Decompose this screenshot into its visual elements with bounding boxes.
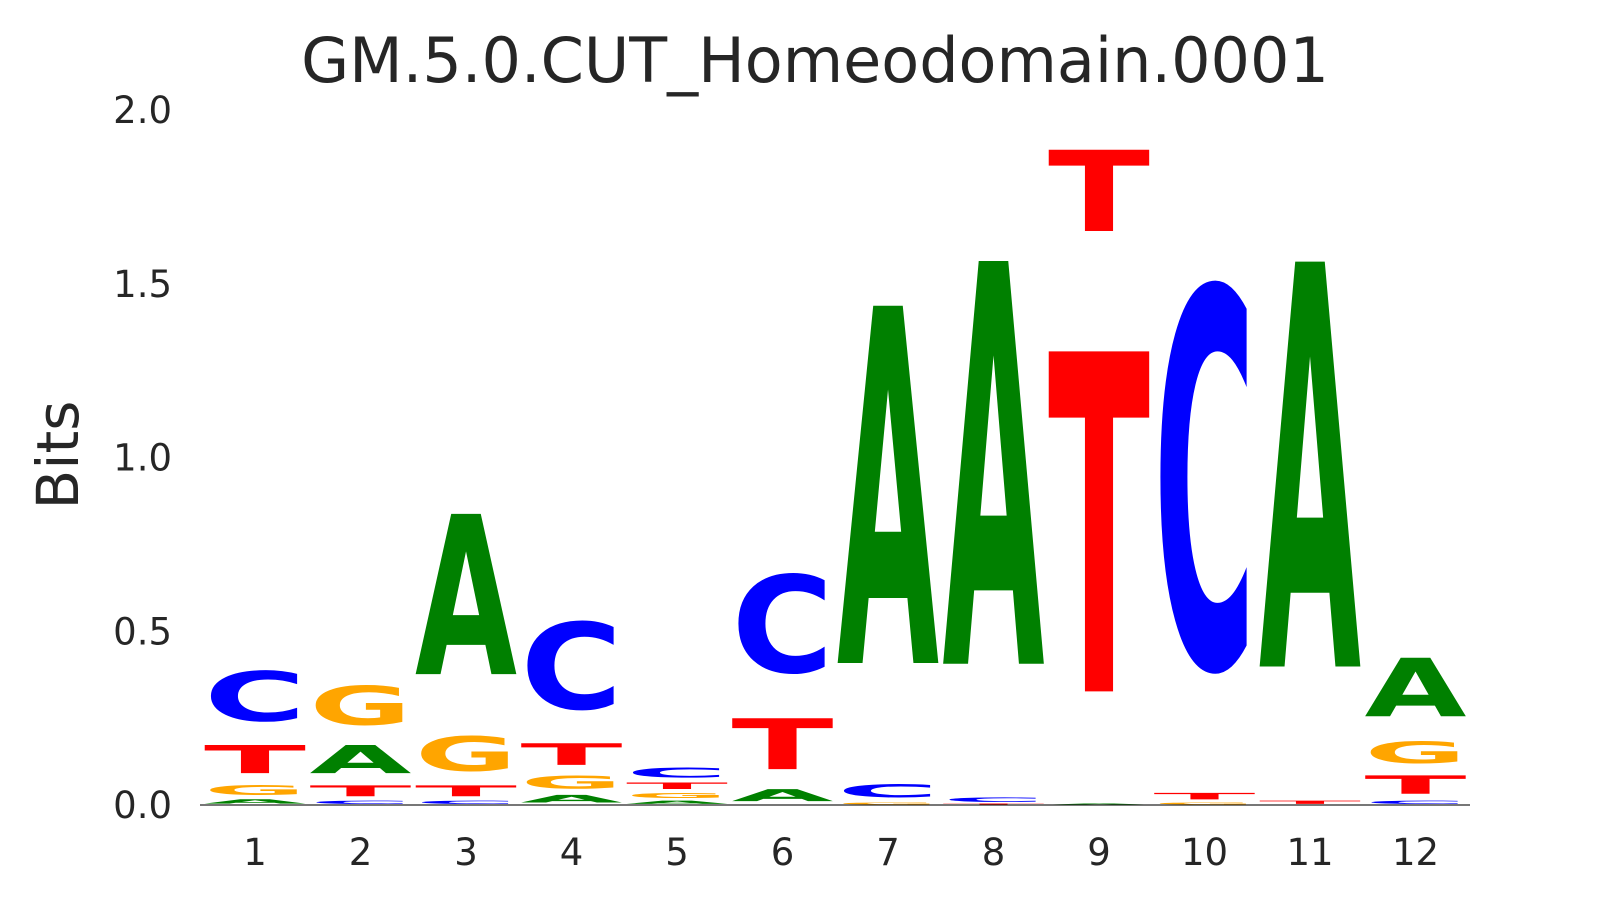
logo-column: ATT xyxy=(1048,129,1151,805)
logo-letter: A xyxy=(1048,803,1150,805)
logo-letter: A xyxy=(732,786,834,805)
logo-letter: A xyxy=(1259,152,1362,799)
logo-letter: G xyxy=(1154,802,1256,805)
y-tick-label: 1.5 xyxy=(113,263,172,306)
x-tick-label: 7 xyxy=(876,831,900,874)
logo-letter: G xyxy=(521,772,623,793)
logo-letter: C xyxy=(837,781,939,802)
logo-letter: A xyxy=(521,793,623,805)
x-tick-label: 2 xyxy=(349,831,373,874)
x-tick-label: 3 xyxy=(454,831,478,874)
logo-column: ATC xyxy=(732,549,834,805)
logo-letter: T xyxy=(204,737,306,782)
x-tick-label: 11 xyxy=(1286,831,1333,874)
logo-letter: C xyxy=(204,657,306,737)
logo-column: GCA xyxy=(837,208,940,805)
logo-letter: T xyxy=(732,705,834,786)
logo-letter: T xyxy=(943,803,1045,805)
logo-letter: T xyxy=(626,781,728,791)
logo-letter: T xyxy=(1259,800,1361,805)
logo-letter: T xyxy=(1365,770,1467,799)
logo-letter: T xyxy=(521,738,623,772)
logo-letter: T xyxy=(415,783,517,800)
y-axis-ticks: 0.0 0.5 1.0 1.5 2.0 xyxy=(113,89,172,827)
x-axis-ticks: 1 2 3 4 5 6 7 8 9 10 11 12 xyxy=(243,831,1439,874)
y-axis-label: Bits xyxy=(24,401,92,510)
x-tick-label: 1 xyxy=(243,831,267,874)
logo-letter: C xyxy=(1154,184,1256,789)
logo-letter: C xyxy=(521,599,623,737)
y-tick-label: 0.5 xyxy=(113,610,172,653)
logo-letter: G xyxy=(626,791,728,800)
logo-letter: T xyxy=(310,783,412,800)
x-tick-label: 5 xyxy=(665,831,689,874)
logo-letter: C xyxy=(943,796,1045,803)
y-tick-label: 2.0 xyxy=(113,89,172,132)
logo-letter: G xyxy=(837,802,939,805)
logo-letter: G xyxy=(310,675,412,738)
logo-letter: C xyxy=(310,800,412,805)
logo-letter: A xyxy=(837,208,940,779)
logo-letter: G xyxy=(415,728,517,783)
logo-letter: A xyxy=(310,737,412,782)
x-tick-label: 12 xyxy=(1392,831,1439,874)
y-tick-label: 0.0 xyxy=(113,784,172,827)
logo-letter: A xyxy=(1365,642,1467,735)
logo-letter: T xyxy=(1048,259,1151,802)
x-tick-label: 6 xyxy=(771,831,795,874)
x-tick-label: 9 xyxy=(1087,831,1111,874)
x-tick-label: 10 xyxy=(1181,831,1228,874)
logo-letter: A xyxy=(943,151,1046,795)
logo-letter: C xyxy=(732,549,834,705)
chart-title: GM.5.0.CUT_Homeodomain.0001 xyxy=(301,24,1329,97)
logo-column: GTC xyxy=(1154,184,1256,805)
logo-letter: G xyxy=(204,782,306,798)
x-tick-label: 8 xyxy=(982,831,1006,874)
logo-letter: A xyxy=(204,798,306,805)
logo-column: TA xyxy=(1259,152,1362,805)
y-tick-label: 1.0 xyxy=(113,437,172,480)
logo-letter: C xyxy=(415,800,517,805)
logo-letter: T xyxy=(1154,791,1256,801)
logo-letter: G xyxy=(1365,736,1467,771)
logo-letter: T xyxy=(1048,129,1150,258)
logo-letter: A xyxy=(415,470,517,726)
logo-stacks: AGTCCTAGCTGAAGTCAGTCATCGCATCAATTGTCTACTG… xyxy=(204,129,1466,805)
logo-letter: C xyxy=(626,765,728,781)
logo-letter: C xyxy=(1365,800,1467,805)
logo-column: TCA xyxy=(943,151,1046,805)
logo-letter: A xyxy=(626,800,728,805)
x-tick-label: 4 xyxy=(560,831,584,874)
